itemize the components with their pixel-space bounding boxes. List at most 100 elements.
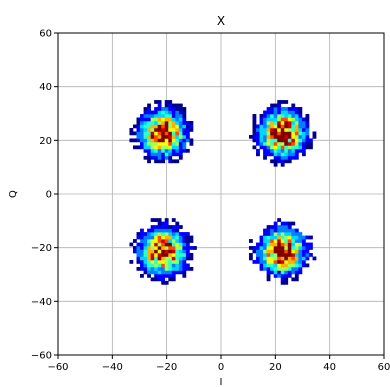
density-cell bbox=[291, 145, 296, 150]
density-cell bbox=[248, 253, 253, 257]
density-cell bbox=[168, 127, 173, 132]
density-cell bbox=[259, 235, 264, 240]
density-cell bbox=[301, 124, 306, 129]
density-cell bbox=[164, 270, 169, 275]
density-cell bbox=[150, 148, 155, 153]
density-cell bbox=[273, 239, 278, 243]
density-cell bbox=[161, 228, 166, 233]
density-cell bbox=[301, 246, 306, 250]
density-cell bbox=[270, 249, 274, 254]
density-cell bbox=[147, 148, 151, 153]
density-cell bbox=[287, 152, 292, 157]
density-cell bbox=[154, 246, 158, 250]
density-cell bbox=[157, 134, 162, 139]
density-cell bbox=[270, 266, 274, 271]
density-cell bbox=[284, 225, 289, 229]
density-cell bbox=[140, 138, 144, 143]
density-cell bbox=[164, 148, 169, 153]
density-cell bbox=[164, 114, 169, 118]
density-cell bbox=[270, 114, 274, 118]
x-tick-label: −40 bbox=[102, 362, 123, 373]
density-cell bbox=[273, 221, 278, 226]
density-cell bbox=[298, 256, 303, 261]
density-cell bbox=[301, 239, 306, 243]
density-cell bbox=[140, 228, 144, 233]
density-cell bbox=[140, 127, 144, 132]
density-cell bbox=[263, 249, 267, 254]
density-cell bbox=[140, 273, 144, 278]
density-cell bbox=[263, 242, 267, 247]
density-cell bbox=[291, 124, 296, 129]
density-cell bbox=[284, 121, 289, 125]
density-cell bbox=[154, 218, 158, 222]
density-cell bbox=[164, 121, 169, 125]
x-axis-label: I bbox=[220, 377, 223, 387]
density-cell bbox=[178, 235, 183, 240]
density-cell bbox=[171, 134, 176, 139]
density-cell bbox=[161, 263, 166, 268]
density-cell bbox=[305, 121, 310, 125]
density-cell bbox=[154, 110, 158, 115]
density-cell bbox=[154, 107, 158, 111]
density-cell bbox=[294, 107, 299, 111]
density-cell bbox=[256, 131, 260, 136]
density-cell bbox=[168, 159, 173, 164]
density-cell bbox=[263, 134, 267, 139]
density-cell bbox=[294, 260, 299, 264]
density-cell bbox=[136, 246, 141, 250]
density-cell bbox=[154, 228, 158, 233]
density-cell bbox=[168, 131, 173, 136]
density-cell bbox=[154, 127, 158, 132]
density-cell bbox=[168, 100, 173, 104]
density-cell bbox=[168, 145, 173, 150]
density-cells bbox=[129, 100, 317, 285]
density-cell bbox=[284, 145, 289, 150]
density-cell bbox=[164, 235, 169, 240]
density-cell bbox=[287, 145, 292, 150]
density-cell bbox=[168, 228, 173, 233]
density-cell bbox=[301, 131, 306, 136]
density-cell bbox=[309, 145, 313, 150]
density-cell bbox=[277, 117, 282, 122]
density-cell bbox=[182, 110, 187, 115]
density-cell bbox=[150, 114, 155, 118]
density-cell bbox=[154, 148, 158, 153]
density-cell bbox=[291, 232, 296, 236]
x-tick-label: 60 bbox=[378, 362, 390, 373]
density-cell bbox=[136, 121, 141, 125]
density-cell bbox=[147, 273, 151, 278]
density-cell bbox=[287, 239, 292, 243]
density-cell bbox=[129, 131, 134, 136]
density-cell bbox=[277, 138, 282, 143]
density-cell bbox=[270, 239, 274, 243]
density-cell bbox=[161, 148, 166, 153]
axis-ticks: −60 −40 −20 0 20 40 60 −60 −40 −20 0 20 40 60 bbox=[31, 29, 390, 374]
density-cell bbox=[143, 246, 148, 250]
density-cell bbox=[277, 263, 282, 268]
density-cell bbox=[263, 228, 267, 233]
density-cell bbox=[178, 148, 183, 153]
density-cell bbox=[294, 152, 299, 157]
density-cell bbox=[270, 103, 274, 108]
density-cell bbox=[154, 273, 158, 278]
density-cell bbox=[280, 228, 285, 233]
density-cell bbox=[178, 152, 183, 157]
density-cell bbox=[154, 138, 158, 143]
density-cell bbox=[161, 141, 166, 146]
density-cell bbox=[150, 138, 155, 143]
density-cell bbox=[287, 249, 292, 254]
density-cell bbox=[287, 273, 292, 278]
density-cell bbox=[294, 232, 299, 236]
density-cell bbox=[273, 225, 278, 229]
density-cell bbox=[175, 117, 180, 122]
density-cell bbox=[150, 228, 155, 233]
density-cell bbox=[157, 155, 162, 160]
density-cell bbox=[171, 159, 176, 164]
density-cell bbox=[147, 138, 151, 143]
density-cell bbox=[301, 145, 306, 150]
density-cell bbox=[266, 253, 271, 257]
density-cell bbox=[161, 121, 166, 125]
density-cell bbox=[157, 273, 162, 278]
density-cell bbox=[150, 124, 155, 129]
density-cell bbox=[164, 131, 169, 136]
